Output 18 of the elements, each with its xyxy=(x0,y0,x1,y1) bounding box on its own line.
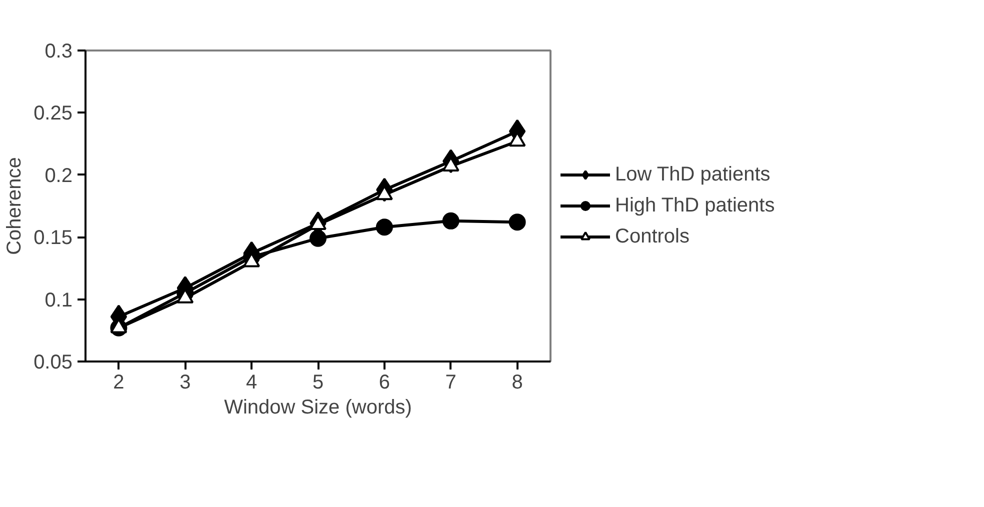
x-tick-label: 3 xyxy=(180,372,191,394)
x-tick-label: 2 xyxy=(113,372,124,394)
y-tick-label: 0.15 xyxy=(34,227,73,250)
legend-label: Controls xyxy=(615,225,690,248)
legend-label: High ThD patients xyxy=(615,194,775,217)
y-tick-label: 0.1 xyxy=(44,289,73,312)
y-tick-label: 0.05 xyxy=(34,352,73,374)
x-tick-label: 6 xyxy=(378,372,390,394)
x-tick-label: 7 xyxy=(445,372,456,394)
x-tick-label: 4 xyxy=(246,372,258,394)
y-tick-label: 0.25 xyxy=(34,102,73,125)
y-tick-label: 0.2 xyxy=(44,164,73,187)
x-tick-label: 5 xyxy=(312,372,324,394)
legend-label: Low ThD patients xyxy=(615,163,770,186)
y-tick-label: 0.3 xyxy=(44,40,73,62)
x-axis-title: Window Size (words) xyxy=(224,396,412,418)
y-axis-title: Coherence xyxy=(4,157,26,255)
x-tick-label: 8 xyxy=(512,372,523,394)
